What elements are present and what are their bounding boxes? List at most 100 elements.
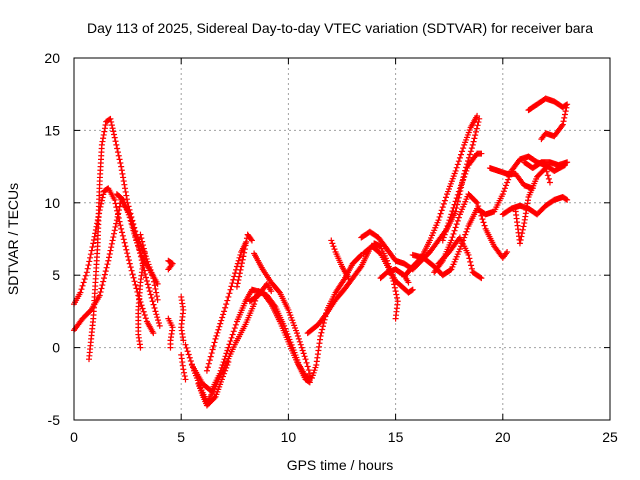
data-point	[455, 214, 462, 221]
data-point	[114, 211, 121, 218]
data-point	[468, 265, 475, 272]
data-point	[113, 141, 120, 148]
data-point	[156, 322, 163, 329]
series-arc-16	[251, 250, 313, 377]
data-point	[248, 237, 255, 244]
data-point	[476, 206, 483, 213]
data-point	[236, 270, 243, 277]
data-point	[345, 275, 352, 282]
data-point	[152, 308, 159, 315]
y-tick-label: 20	[44, 50, 60, 66]
data-point	[211, 339, 218, 346]
data-point	[238, 263, 245, 270]
data-point	[443, 225, 450, 232]
data-point	[119, 195, 126, 202]
data-point	[319, 326, 326, 333]
data-point	[450, 204, 457, 211]
data-point	[445, 220, 452, 227]
data-point	[226, 341, 233, 348]
data-point	[561, 114, 568, 121]
data-point	[87, 254, 94, 261]
data-point	[99, 194, 106, 201]
data-point	[385, 263, 392, 270]
data-point	[562, 108, 569, 115]
data-point	[122, 243, 129, 250]
data-point	[107, 115, 114, 122]
series-arc-17	[304, 246, 373, 337]
data-point	[384, 257, 391, 264]
data-point	[239, 256, 246, 263]
data-point	[131, 278, 138, 285]
data-point	[241, 246, 248, 253]
data-point	[181, 369, 188, 376]
data-point	[564, 101, 571, 108]
data-point	[132, 281, 139, 288]
data-point	[232, 321, 239, 328]
data-point	[116, 218, 123, 225]
data-point	[222, 353, 229, 360]
data-point	[129, 271, 136, 278]
data-point	[120, 178, 127, 185]
data-point	[564, 196, 571, 203]
data-point	[98, 141, 105, 148]
data-point	[142, 315, 149, 322]
data-point	[240, 253, 247, 260]
data-point	[301, 353, 308, 360]
data-point	[131, 230, 138, 237]
data-point	[456, 185, 463, 192]
data-point	[96, 292, 103, 299]
data-point	[457, 151, 464, 158]
series-arc-27	[435, 234, 485, 282]
data-point	[470, 138, 477, 145]
data-point	[219, 314, 226, 321]
data-point	[331, 246, 338, 253]
data-point	[310, 369, 317, 376]
data-point	[454, 191, 461, 198]
data-point	[435, 217, 442, 224]
data-point	[447, 214, 454, 221]
data-point	[154, 314, 161, 321]
data-point	[468, 262, 475, 269]
data-point	[235, 277, 242, 284]
data-point	[118, 167, 125, 174]
data-point	[275, 288, 282, 295]
data-point	[224, 361, 231, 368]
series-arc-23	[401, 112, 481, 280]
data-point	[112, 200, 119, 207]
data-point	[308, 375, 315, 382]
data-point	[87, 251, 94, 258]
data-point	[546, 179, 553, 186]
data-point	[84, 265, 91, 272]
data-point	[329, 240, 336, 247]
data-point	[228, 334, 235, 341]
data-point	[438, 207, 445, 214]
data-point	[452, 198, 459, 205]
data-point	[128, 267, 135, 274]
data-point	[538, 136, 545, 143]
data-point	[297, 341, 304, 348]
data-point	[101, 275, 108, 282]
data-point	[311, 367, 318, 374]
data-point	[117, 222, 124, 229]
data-point	[210, 342, 217, 349]
data-point	[474, 199, 481, 206]
data-point	[102, 268, 109, 275]
data-point	[544, 172, 551, 179]
data-point	[101, 128, 108, 135]
data-point	[393, 291, 400, 298]
data-point	[296, 338, 303, 345]
data-point	[225, 344, 232, 351]
data-point	[477, 209, 484, 216]
data-point	[104, 261, 111, 268]
data-point	[448, 237, 455, 244]
data-point	[187, 357, 194, 364]
data-point	[78, 286, 85, 293]
data-point	[464, 165, 471, 172]
data-point	[475, 119, 482, 126]
data-point	[478, 212, 485, 219]
data-point	[459, 148, 466, 155]
data-point	[107, 247, 114, 254]
data-point	[111, 227, 118, 234]
data-point	[328, 237, 335, 244]
data-point	[560, 118, 567, 125]
